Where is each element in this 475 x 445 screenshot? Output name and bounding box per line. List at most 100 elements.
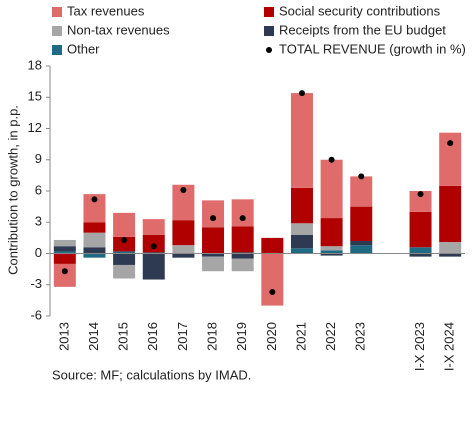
bar-segment	[290, 234, 313, 249]
bar-segment	[350, 241, 373, 246]
bar-segment	[409, 191, 432, 212]
y-tick-label: 9	[35, 151, 42, 166]
x-tick-label: 2016	[145, 322, 160, 351]
bar-segment	[290, 223, 313, 235]
bar-segment	[231, 199, 254, 227]
bar-segment	[320, 246, 343, 251]
bar-segment	[83, 247, 106, 254]
y-tick-label: -6	[30, 307, 42, 322]
bar-segment	[83, 253, 106, 258]
bar-segment	[409, 247, 432, 254]
x-tick-label: 2017	[175, 322, 190, 351]
bar-segment	[142, 219, 165, 235]
bar-segment	[231, 258, 254, 272]
bar-segment	[320, 250, 343, 254]
x-tick-label: I-X 2023	[412, 322, 427, 371]
total-dot	[61, 268, 68, 275]
bar-segment	[83, 232, 106, 248]
total-dot	[91, 196, 98, 203]
bar-segment	[113, 236, 136, 252]
total-dot	[239, 215, 246, 222]
total-dot	[180, 186, 187, 193]
bar-segment	[320, 253, 343, 256]
x-tick-label: 2023	[353, 322, 368, 351]
x-tick-label: 2015	[116, 322, 131, 351]
total-dot	[269, 289, 276, 296]
x-tick-label: 2022	[323, 322, 338, 351]
legend-swatch	[52, 7, 62, 17]
legend-label: TOTAL REVENUE (growth in %)	[279, 41, 466, 56]
x-tick-label: I-X 2024	[442, 322, 457, 371]
legend-label: Tax revenues	[67, 3, 145, 18]
legend-swatch	[264, 26, 274, 36]
y-tick-label: 18	[28, 57, 42, 72]
bar-segment	[409, 253, 432, 257]
legend-label: Social security contributions	[279, 3, 441, 18]
total-dot	[298, 90, 305, 97]
bar-segment	[231, 226, 254, 253]
total-dot	[150, 243, 157, 250]
y-tick-label: 0	[35, 245, 42, 260]
x-tick-label: 2014	[86, 322, 101, 351]
bar-segment	[231, 253, 254, 259]
bar-segment	[172, 184, 195, 221]
bar-segment	[113, 212, 136, 237]
bar-segment	[231, 252, 254, 254]
x-tick-label: 2013	[56, 322, 71, 351]
bar-segment	[202, 256, 225, 272]
legend-label: Receipts from the EU budget	[279, 22, 446, 37]
bar-segment	[83, 194, 106, 223]
bar-segment	[290, 248, 313, 254]
bar-segment	[320, 218, 343, 247]
total-dot	[121, 236, 128, 243]
total-dot	[210, 215, 217, 222]
total-dot	[447, 140, 454, 147]
bar-segment	[113, 251, 136, 254]
bar-segment	[350, 176, 373, 207]
bar-segment	[142, 252, 165, 254]
legend-swatch	[264, 7, 274, 17]
bar-segment	[202, 227, 225, 254]
legend-swatch	[52, 45, 62, 55]
bar-segment	[439, 185, 462, 243]
bar-segment	[261, 237, 284, 254]
x-tick-label: 2019	[234, 322, 249, 351]
bar-segment	[172, 245, 195, 254]
bar-segment	[350, 245, 373, 254]
y-axis-label: Contribution to growth, in p.p.	[5, 105, 20, 275]
bar-segment	[83, 222, 106, 233]
legend-label: Other	[67, 41, 100, 56]
total-dot	[328, 156, 335, 163]
y-tick-label: 15	[28, 89, 42, 104]
bar-segment	[202, 253, 225, 257]
y-tick-label: 3	[35, 214, 42, 229]
bar-segment	[202, 200, 225, 228]
x-tick-label: 2021	[293, 322, 308, 351]
x-tick-label: 2018	[204, 322, 219, 351]
bar-segment	[53, 263, 76, 287]
bar-segment	[113, 264, 136, 279]
bar-segment	[439, 132, 462, 186]
x-tick-label: 2020	[264, 322, 279, 351]
bar-segment	[142, 253, 165, 280]
y-tick-label: -3	[30, 276, 42, 291]
bar-segment	[290, 93, 313, 188]
bar-segment	[113, 253, 136, 265]
bar-segment	[172, 220, 195, 246]
bar-segment	[261, 253, 284, 306]
bar-segment	[53, 239, 76, 247]
bar-segment	[320, 159, 343, 219]
y-tick-label: 12	[28, 120, 42, 135]
total-dot	[358, 173, 365, 180]
legend-swatch	[52, 26, 62, 36]
bar-segment	[439, 242, 462, 254]
legend-label: Non-tax revenues	[67, 22, 170, 37]
bar-segment	[172, 253, 195, 258]
bar-segment	[350, 206, 373, 241]
bar-segment	[439, 253, 462, 257]
legend-marker	[266, 47, 272, 53]
source-note: Source: MF; calculations by IMAD.	[52, 367, 251, 382]
y-tick-label: 6	[35, 182, 42, 197]
bar-segment	[290, 187, 313, 224]
